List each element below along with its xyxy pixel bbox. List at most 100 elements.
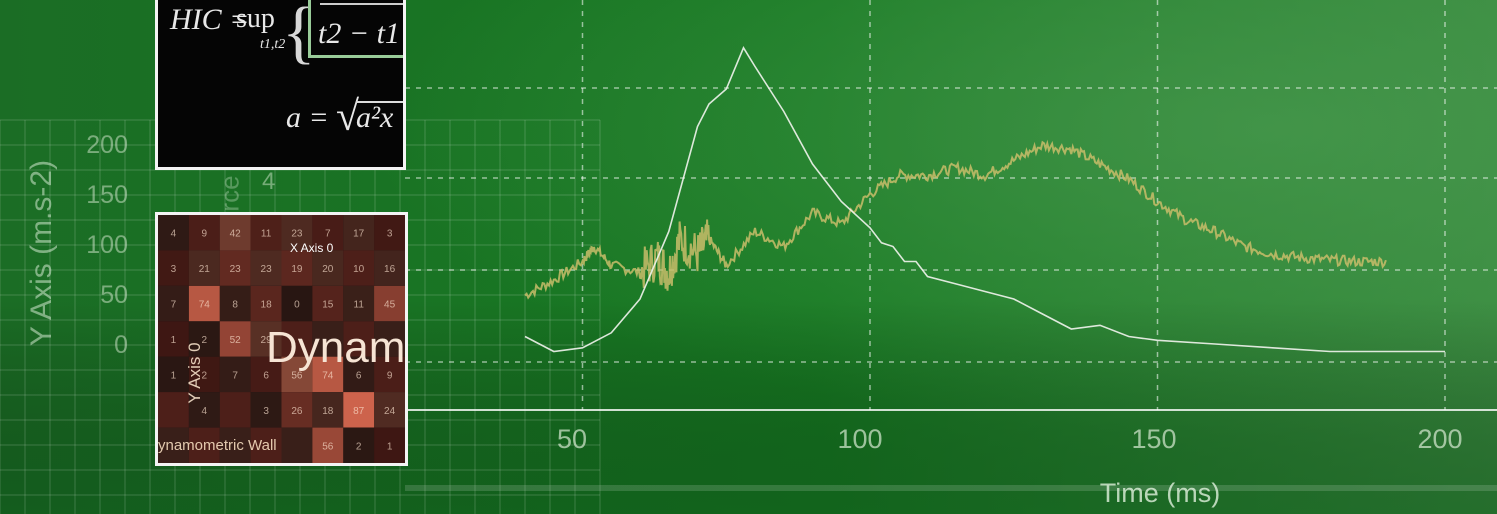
y-tick-label: 150: [86, 181, 128, 209]
x-tick-label: 150: [1131, 424, 1177, 454]
heatmap-cell: [312, 285, 344, 322]
heatmap-cell: [158, 215, 189, 251]
heatmap-cell-value: 24: [384, 406, 396, 417]
heatmap-cell-value: 23: [291, 229, 303, 240]
heatmap-cell: [281, 427, 313, 463]
heatmap-cell-value: 26: [291, 406, 303, 417]
heatmap-cell: [219, 250, 251, 286]
heatmap-cell: [188, 321, 220, 357]
heatmap-cell: [250, 392, 282, 428]
heatmap-cell-value: 3: [263, 406, 269, 417]
heatmap-cell: [250, 285, 282, 322]
heatmap-cell-value: 56: [322, 441, 334, 452]
heatmap-cell: [281, 250, 313, 286]
heatmap-cell-value: 1: [387, 441, 393, 452]
heatmap-x-axis-label: X Axis 0: [290, 241, 334, 255]
heatmap-cell: [158, 356, 189, 393]
heatmap-cell: [219, 427, 251, 463]
heatmap-cell-value: 15: [322, 300, 334, 311]
heatmap-cell-value: 17: [353, 229, 365, 240]
heatmap-cell: [374, 250, 405, 286]
heatmap-cell: [374, 321, 405, 357]
y-tick-label: 100: [86, 231, 128, 259]
heatmap-cell-value: 74: [199, 300, 211, 311]
heatmap-cell: [188, 215, 220, 251]
heatmap-cell-value: 7: [325, 229, 331, 240]
heatmap-cell: [188, 250, 220, 286]
heatmap-cell: [219, 285, 251, 322]
heatmap-cell: [343, 285, 375, 322]
heatmap-cell: [219, 215, 251, 251]
heatmap-cell: [281, 215, 313, 251]
heatmap-cell-value: 16: [384, 264, 396, 275]
heatmap-cell-value: 8: [232, 300, 238, 311]
heatmap-cell: [158, 250, 189, 286]
y-tick-label: 200: [86, 131, 128, 159]
formula-sup: sup: [236, 3, 275, 34]
heatmap-cell-value: 23: [230, 264, 242, 275]
heatmap-cell-value: 21: [199, 264, 211, 275]
formula-subscript: t1,t2: [260, 37, 286, 52]
heatmap-grid: 4 9 42 11 23 7 17 33 21 23 23 19 20 10 167 74 8 18 0 15 11 45…: [158, 215, 405, 463]
heatmap-cell: [343, 392, 375, 428]
heatmap-cell: [158, 285, 189, 322]
heatmap-cell: [250, 215, 282, 251]
heatmap-cell-value: 56: [291, 370, 303, 381]
heatmap-cell-value: 6: [263, 370, 269, 381]
y-tick-label: 0: [114, 331, 128, 359]
sqrt-symbol: √: [336, 94, 360, 140]
heatmap-cell-value: 29: [261, 335, 273, 346]
x-axis-label: Time (ms): [1099, 478, 1221, 508]
heatmap-cell: [250, 427, 282, 463]
heatmap-cell: [343, 427, 375, 463]
heatmap-cell: [188, 427, 220, 463]
heatmap-cell: [219, 356, 251, 393]
heatmap-cell-value: 1: [171, 370, 177, 381]
signal-trace-white: [524, 46, 1445, 353]
heatmap-cell-value: 2: [356, 441, 362, 452]
heatmap-title: Dynamo: [266, 323, 406, 372]
heatmap-cell-value: 52: [230, 335, 242, 346]
heatmap-cell: [158, 392, 189, 428]
heatmap-cell-value: 3: [171, 264, 177, 275]
heatmap-cell-value: 19: [291, 264, 303, 275]
heatmap-cell-value: 2: [202, 335, 208, 346]
heatmap-cell: [219, 321, 251, 357]
heatmap-cell-value: 87: [353, 406, 365, 417]
heatmap-cell: [343, 215, 375, 251]
y-tick-label: 50: [100, 281, 128, 309]
heatmap-cell: [158, 427, 189, 463]
heatmap-cell: [374, 285, 405, 322]
heatmap-cell: [343, 356, 375, 393]
heatmap-y-axis-label: Y Axis 0: [185, 342, 204, 404]
heatmap-cell: [312, 392, 344, 428]
heatmap-cell: [312, 321, 344, 357]
heatmap-cell-value: 18: [322, 406, 334, 417]
x-tick-label: 50: [556, 424, 588, 454]
heatmap-cell-value: 7: [171, 300, 177, 311]
heatmap-inset: 4 9 42 11 23 7 17 3 3 21 23 23 19 20 10 16 7 74 8 18 0 15 11 45…: [155, 212, 408, 466]
heatmap-cell: [343, 250, 375, 286]
heatmap-cell-value: 9: [387, 370, 393, 381]
heatmap-cell: [281, 356, 313, 393]
heatmap-cell: [281, 321, 313, 357]
heatmap-cell-value: 6: [356, 370, 362, 381]
heatmap-cell-value: 18: [261, 300, 273, 311]
heatmap-cell-value: 4: [171, 229, 177, 240]
heatmap-cell: [312, 356, 344, 393]
heatmap-cell-value: 0: [294, 300, 300, 311]
heatmap-cell-value: 42: [230, 229, 242, 240]
formula-accel: a =: [286, 101, 329, 134]
heatmap-cell: [158, 321, 189, 357]
heatmap-cell: [374, 215, 405, 251]
heatmap-cell-value: 7: [232, 370, 238, 381]
heatmap-cell-value: 11: [354, 300, 365, 311]
heatmap-cell-value: 23: [261, 264, 273, 275]
formula-hic: HIC =: [170, 3, 250, 36]
heatmap-cell-value: 10: [353, 264, 365, 275]
heatmap-cell: [188, 285, 220, 322]
signal-trace-yellow: [524, 139, 1387, 300]
heatmap-cell: [188, 392, 220, 428]
heatmap-wall-label: ynamometric Wall: [158, 437, 277, 454]
heatmap-cell: [188, 356, 220, 393]
